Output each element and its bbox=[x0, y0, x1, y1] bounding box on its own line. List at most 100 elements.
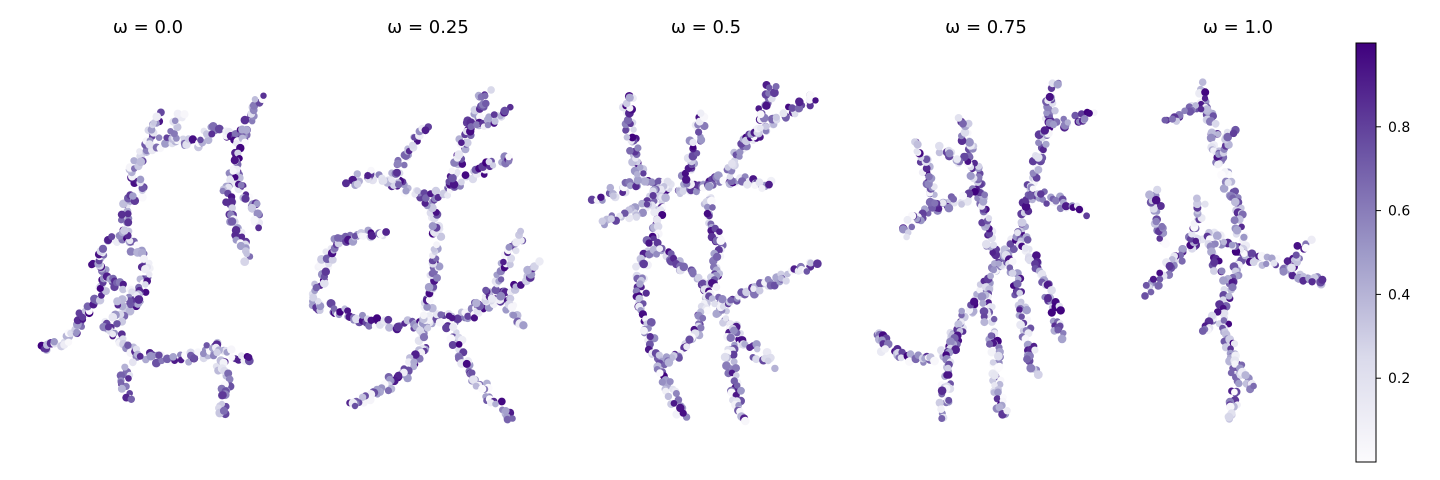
node-point bbox=[898, 348, 906, 357]
node-point bbox=[200, 350, 207, 358]
node-point bbox=[908, 223, 916, 231]
node-point bbox=[639, 326, 648, 335]
node-point bbox=[806, 91, 815, 100]
node-point bbox=[1156, 202, 1165, 210]
node-point bbox=[1147, 288, 1155, 296]
node-point bbox=[519, 321, 528, 330]
node-point bbox=[960, 128, 970, 137]
node-point bbox=[1201, 88, 1210, 97]
node-point bbox=[507, 254, 516, 263]
colorbar: 0.2 0.4 0.6 0.8 bbox=[1355, 42, 1410, 463]
node-point bbox=[453, 314, 463, 324]
node-point bbox=[219, 406, 228, 415]
node-point bbox=[497, 397, 506, 406]
node-point bbox=[1198, 78, 1207, 86]
node-point bbox=[697, 109, 705, 117]
node-point bbox=[245, 353, 253, 361]
node-point bbox=[661, 193, 670, 202]
node-point bbox=[309, 293, 318, 302]
node-point bbox=[958, 307, 965, 315]
node-point bbox=[1161, 116, 1169, 124]
node-point bbox=[454, 169, 461, 176]
node-point bbox=[1006, 264, 1014, 272]
node-point bbox=[372, 314, 382, 323]
node-point bbox=[145, 140, 154, 149]
node-point bbox=[139, 254, 148, 263]
node-point bbox=[173, 109, 182, 119]
node-point bbox=[342, 179, 350, 188]
node-point bbox=[609, 192, 617, 200]
node-point bbox=[1085, 109, 1093, 117]
node-point bbox=[746, 344, 754, 351]
node-point bbox=[685, 335, 694, 344]
node-point bbox=[152, 112, 162, 121]
node-point bbox=[253, 200, 261, 208]
node-point bbox=[1231, 360, 1239, 368]
node-point bbox=[989, 359, 997, 366]
node-point bbox=[925, 172, 933, 181]
node-point bbox=[517, 281, 525, 289]
node-point bbox=[436, 232, 446, 241]
node-point bbox=[782, 277, 790, 285]
node-point bbox=[994, 388, 1002, 397]
node-point bbox=[367, 166, 375, 174]
node-point bbox=[726, 333, 735, 342]
node-point bbox=[535, 257, 544, 266]
node-point bbox=[704, 203, 711, 211]
node-point bbox=[353, 180, 362, 188]
node-point bbox=[505, 153, 513, 161]
node-point bbox=[737, 386, 745, 395]
node-point bbox=[812, 97, 819, 104]
node-point bbox=[654, 178, 662, 185]
node-point bbox=[141, 265, 150, 274]
node-cloud-1 bbox=[308, 86, 544, 424]
node-point bbox=[625, 214, 634, 223]
node-point bbox=[1013, 279, 1022, 288]
node-point bbox=[704, 182, 714, 191]
node-point bbox=[1250, 382, 1257, 390]
node-point bbox=[1039, 196, 1046, 203]
node-point bbox=[424, 324, 432, 332]
node-point bbox=[699, 314, 707, 322]
node-point bbox=[231, 130, 240, 138]
node-point bbox=[754, 346, 761, 353]
node-point bbox=[448, 341, 457, 349]
node-point bbox=[743, 180, 752, 189]
node-point bbox=[1214, 131, 1222, 138]
node-point bbox=[1043, 200, 1050, 207]
node-point bbox=[482, 286, 490, 294]
node-point bbox=[1032, 251, 1041, 260]
node-point bbox=[953, 155, 961, 164]
node-point bbox=[945, 396, 953, 404]
node-point bbox=[155, 351, 163, 359]
node-point bbox=[716, 228, 723, 235]
node-point bbox=[312, 283, 321, 292]
node-point bbox=[1206, 133, 1216, 143]
node-point bbox=[136, 157, 146, 167]
node-point bbox=[502, 407, 510, 415]
node-point bbox=[1061, 202, 1071, 211]
node-point bbox=[945, 371, 953, 379]
node-point bbox=[517, 227, 525, 235]
node-point bbox=[937, 346, 946, 355]
node-point bbox=[457, 178, 465, 186]
node-point bbox=[490, 111, 498, 119]
node-point bbox=[633, 171, 641, 178]
node-point bbox=[491, 285, 500, 295]
node-point bbox=[729, 326, 738, 335]
node-point bbox=[382, 228, 390, 236]
node-point bbox=[489, 162, 497, 169]
node-point bbox=[694, 273, 703, 282]
node-point bbox=[237, 181, 245, 189]
node-point bbox=[1227, 369, 1235, 377]
node-point bbox=[190, 354, 199, 363]
node-point bbox=[1224, 178, 1232, 187]
node-point bbox=[125, 306, 135, 316]
node-point bbox=[995, 362, 1004, 372]
node-point bbox=[1225, 292, 1233, 300]
node-point bbox=[506, 261, 514, 269]
node-point bbox=[214, 124, 224, 134]
node-point bbox=[433, 241, 440, 249]
node-point bbox=[913, 148, 920, 155]
node-point bbox=[970, 297, 979, 306]
